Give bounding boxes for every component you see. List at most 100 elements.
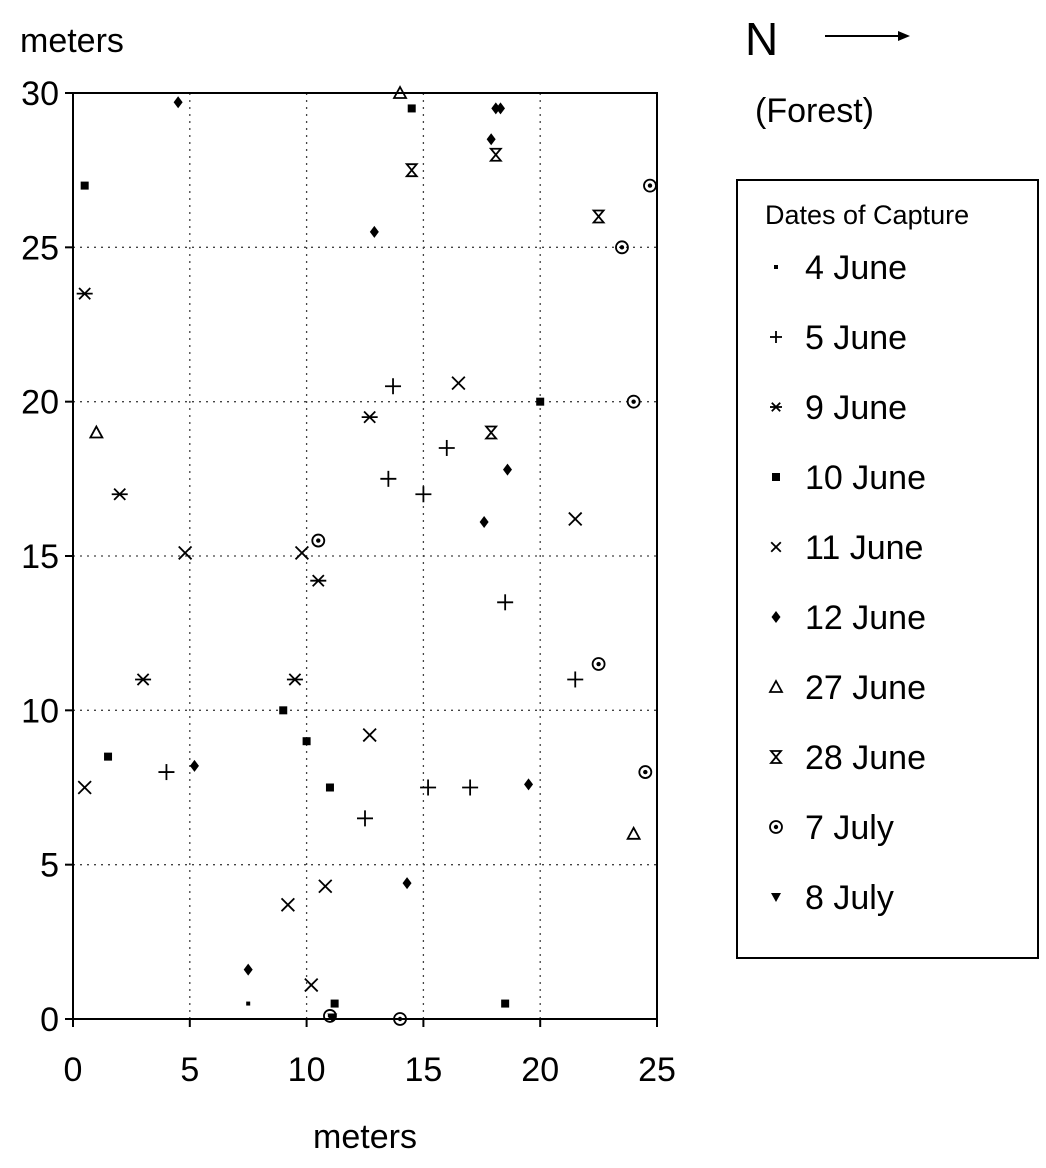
point-7-july	[643, 178, 657, 193]
legend-marker-10-june	[772, 473, 780, 481]
point-5-june	[158, 764, 175, 781]
point-28-june	[484, 425, 499, 440]
legend-label-8-july: 8 July	[805, 879, 894, 917]
point-5-june	[420, 779, 437, 796]
point-5-june	[462, 779, 479, 796]
legend-marker-27-june	[768, 679, 784, 693]
point-28-june	[488, 147, 503, 162]
point-9-june	[361, 410, 378, 424]
north-arrow-icon	[825, 31, 910, 41]
point-11-june	[294, 545, 309, 560]
x-tick-label: 15	[404, 1051, 442, 1089]
legend-marker-9-june	[770, 402, 782, 412]
point-7-july	[311, 533, 326, 548]
legend-box	[736, 179, 1039, 959]
data-points	[76, 85, 657, 1026]
point-11-june	[280, 897, 295, 912]
point-10-june	[501, 999, 510, 1008]
point-9-june	[135, 673, 152, 686]
legend-marker-5-june	[770, 331, 782, 343]
point-5-june	[415, 486, 432, 503]
point-12-june	[495, 102, 505, 115]
legend-marker-28-june	[769, 750, 783, 764]
legend-title: Dates of Capture	[765, 200, 969, 230]
point-27-june	[88, 424, 104, 439]
legend-marker-8-july	[771, 893, 781, 902]
point-10-june	[80, 181, 89, 190]
y-tick-label: 20	[21, 384, 59, 422]
point-11-june	[362, 727, 377, 743]
point-4-june	[246, 1001, 251, 1006]
legend-label-11-june: 11 June	[805, 529, 923, 567]
point-12-june	[524, 778, 534, 791]
legend-marker-11-june	[770, 541, 782, 553]
point-12-june	[479, 516, 489, 529]
point-10-june	[330, 999, 339, 1008]
legend-label-7-july: 7 July	[805, 809, 894, 847]
point-28-june	[404, 163, 419, 178]
point-12-june	[402, 877, 412, 890]
x-axis-label: meters	[313, 1118, 417, 1156]
point-10-june	[407, 104, 416, 113]
point-12-june	[173, 96, 183, 109]
point-12-june	[243, 963, 253, 976]
point-12-june	[502, 463, 512, 476]
point-12-june	[369, 225, 379, 238]
point-9-june	[310, 574, 327, 587]
point-10-june	[279, 706, 288, 715]
point-12-june	[486, 133, 496, 146]
x-tick-label: 5	[180, 1051, 199, 1089]
point-11-june	[451, 376, 466, 391]
point-5-june	[497, 594, 514, 611]
legend-label-12-june: 12 June	[805, 599, 926, 637]
x-tick-label: 0	[64, 1051, 83, 1089]
point-27-june	[392, 85, 408, 99]
point-11-june	[318, 879, 333, 894]
point-9-june	[76, 287, 93, 300]
point-5-june	[438, 439, 455, 456]
point-7-july	[615, 240, 629, 255]
point-7-july	[393, 1012, 407, 1026]
point-10-june	[325, 783, 334, 792]
x-tick-label: 25	[638, 1051, 676, 1089]
point-11-june	[304, 978, 319, 993]
point-9-june	[286, 673, 303, 686]
north-label: N	[745, 13, 778, 65]
grid-lines	[73, 93, 657, 1019]
legend-label-27-june: 27 June	[805, 669, 926, 707]
point-11-june	[568, 511, 583, 526]
legend-marker-7-july	[769, 820, 783, 834]
legend-marker-4-june	[774, 265, 778, 269]
point-8-july	[327, 1013, 338, 1023]
point-7-july	[591, 657, 606, 671]
legend-label-5-june: 5 June	[805, 319, 907, 357]
forest-label: (Forest)	[755, 92, 874, 130]
x-tick-label: 20	[521, 1051, 559, 1089]
point-10-june	[104, 752, 113, 761]
legend-label-28-june: 28 June	[805, 739, 926, 777]
point-5-june	[380, 470, 397, 487]
legend-label-10-june: 10 June	[805, 459, 926, 497]
y-tick-label: 30	[21, 75, 59, 113]
point-10-june	[302, 737, 311, 746]
point-27-june	[626, 825, 642, 840]
point-7-july	[626, 394, 641, 409]
y-tick-label: 25	[21, 229, 59, 267]
point-9-june	[111, 488, 128, 501]
legend-label-9-june: 9 June	[805, 389, 907, 427]
axis-ticks: 0 5 10 15 20 25 0 5 10 15 20 25 30	[21, 75, 676, 1089]
point-7-july	[638, 765, 653, 779]
point-11-june	[77, 780, 92, 795]
point-5-june	[357, 810, 373, 827]
point-11-june	[178, 545, 193, 560]
x-tick-label: 10	[288, 1051, 326, 1089]
point-10-june	[536, 397, 545, 406]
point-5-june	[567, 671, 584, 688]
legend-marker-12-june	[771, 611, 781, 623]
legend-label-4-june: 4 June	[805, 249, 907, 287]
y-axis-label: meters	[20, 22, 124, 60]
y-tick-label: 10	[21, 692, 59, 730]
point-12-june	[491, 102, 501, 115]
point-12-june	[189, 759, 199, 772]
